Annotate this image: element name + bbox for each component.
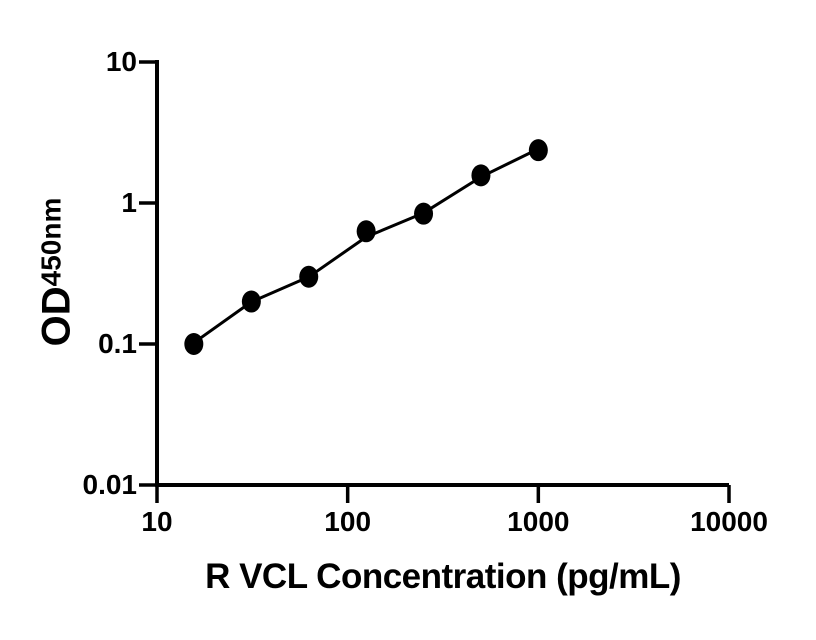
x-tick-label: 1000 xyxy=(507,506,570,537)
x-tick-label: 10000 xyxy=(690,506,768,537)
y-tick-label: 0.1 xyxy=(98,328,137,359)
data-point xyxy=(241,290,261,313)
data-point xyxy=(471,164,491,187)
y-tick-label: 1 xyxy=(121,187,137,218)
y-axis-title-main: OD xyxy=(34,286,79,347)
data-point xyxy=(184,333,204,355)
data-point xyxy=(414,202,434,225)
data-point xyxy=(356,220,376,243)
x-axis-title: R VCL Concentration (pg/mL) xyxy=(205,557,681,596)
y-axis-title: OD450nm xyxy=(35,198,80,347)
x-tick-label: 10 xyxy=(141,506,173,537)
data-point xyxy=(299,265,319,288)
y-tick-label: 10 xyxy=(105,46,137,77)
x-tick-label: 100 xyxy=(324,506,372,537)
y-tick-label: 0.01 xyxy=(82,469,138,500)
data-point xyxy=(528,139,548,162)
y-axis-title-subscript: 450nm xyxy=(35,197,67,287)
